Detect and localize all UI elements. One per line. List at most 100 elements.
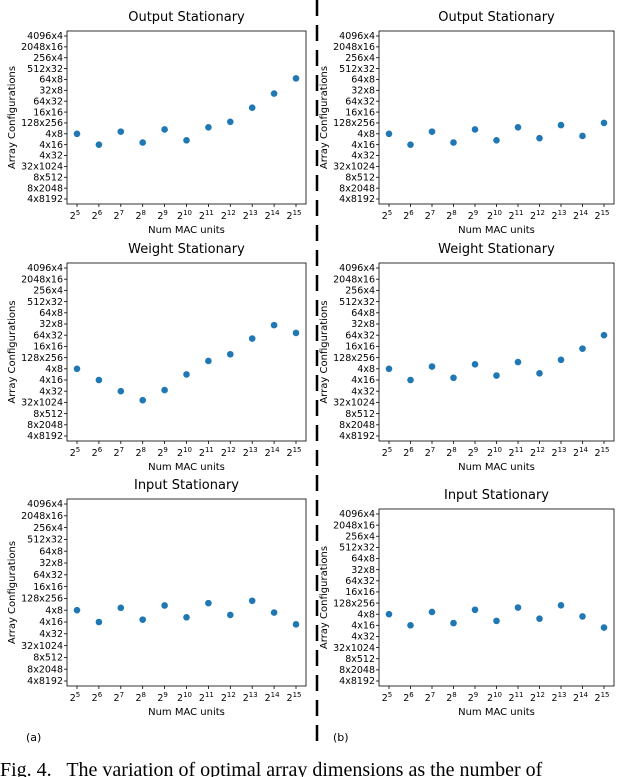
x-axis-label: Num MAC units xyxy=(148,225,225,236)
x-tick-label: 214 xyxy=(265,691,281,704)
data-point xyxy=(183,371,190,378)
y-tick-label: 16x16 xyxy=(33,582,63,593)
x-axis-label: Num MAC units xyxy=(458,707,535,718)
y-tick-label: 256x4 xyxy=(345,53,375,64)
x-tick-label: 27 xyxy=(114,209,125,222)
data-point xyxy=(514,123,522,131)
y-tick-label: 128x256 xyxy=(21,118,63,129)
data-point xyxy=(557,121,565,129)
y-tick-label: 64x8 xyxy=(351,554,375,565)
x-tick-label: 215 xyxy=(595,446,610,459)
data-point xyxy=(428,128,436,135)
x-tick-label: 26 xyxy=(92,691,103,704)
y-tick-label: 8x2048 xyxy=(27,664,63,675)
chart-title: Weight Stationary xyxy=(128,242,245,257)
data-point xyxy=(248,335,256,342)
x-tick-label: 210 xyxy=(487,209,502,222)
y-axis-label: Array Configurations xyxy=(7,300,18,403)
x-axis-label: Num MAC units xyxy=(148,462,225,473)
chart-b-0: Output Stationary 4x81928x20488x51232x102… xyxy=(319,10,615,236)
data-point xyxy=(161,126,168,133)
data-point xyxy=(385,130,393,138)
data-point xyxy=(292,75,300,82)
x-tick-label: 29 xyxy=(468,209,479,222)
y-tick-label: 16x16 xyxy=(33,107,63,118)
y-tick-label: 4x8 xyxy=(45,129,63,140)
data-point xyxy=(270,609,278,616)
y-tick-label: 8x2048 xyxy=(27,420,63,431)
y-tick-label: 8x512 xyxy=(33,653,63,664)
x-tick-label: 210 xyxy=(177,446,192,459)
y-tick-label: 4x8 xyxy=(45,605,63,616)
panel-label-b: (b) xyxy=(333,731,349,744)
y-axis-label: Array Configurations xyxy=(7,541,18,644)
y-tick-label: 256x4 xyxy=(33,523,63,534)
y-tick-label: 128x256 xyxy=(21,353,63,364)
data-point xyxy=(579,132,586,140)
x-tick-label: 215 xyxy=(595,691,610,704)
y-tick-label: 2048x16 xyxy=(333,274,375,285)
y-tick-label: 128x256 xyxy=(21,594,63,605)
chart-title: Weight Stationary xyxy=(438,242,555,257)
x-tick-label: 29 xyxy=(157,209,168,222)
y-tick-label: 64x8 xyxy=(351,75,375,86)
y-tick-label: 4x8 xyxy=(357,609,375,620)
data-point xyxy=(205,357,212,365)
y-tick-label: 32x8 xyxy=(39,558,63,569)
data-point xyxy=(557,601,565,609)
y-tick-label: 256x4 xyxy=(345,286,375,297)
x-axis-label: Num MAC units xyxy=(148,707,225,718)
data-point xyxy=(600,624,608,631)
data-point xyxy=(471,361,479,368)
y-tick-label: 4x8 xyxy=(357,129,375,140)
x-tick-label: 25 xyxy=(382,691,393,704)
y-tick-label: 8x2048 xyxy=(27,183,63,194)
x-tick-label: 211 xyxy=(509,209,524,222)
x-tick-label: 211 xyxy=(199,209,214,222)
data-point xyxy=(600,119,608,127)
y-tick-label: 8x512 xyxy=(345,409,375,420)
y-tick-label: 2048x16 xyxy=(333,42,375,53)
y-tick-label: 4x32 xyxy=(351,632,375,643)
chart-title: Input Stationary xyxy=(444,488,549,503)
x-tick-label: 26 xyxy=(403,446,414,459)
data-point xyxy=(95,376,103,384)
data-point xyxy=(139,616,146,623)
data-point xyxy=(161,602,168,609)
y-tick-label: 64x32 xyxy=(33,330,63,341)
x-tick-label: 29 xyxy=(468,446,479,459)
data-point xyxy=(493,137,500,144)
data-point xyxy=(292,621,300,628)
charts-layer: Output Stationary4x81928x20488x51232x102… xyxy=(7,10,615,718)
chart-a-2: Input Stationary 4x81928x20488x51232x1024… xyxy=(7,478,307,718)
x-tick-label: 213 xyxy=(243,446,258,459)
y-tick-label: 4x16 xyxy=(39,140,63,151)
x-tick-label: 27 xyxy=(425,209,436,222)
y-tick-label: 16x16 xyxy=(345,342,375,353)
data-point xyxy=(270,321,278,329)
y-tick-label: 128x256 xyxy=(333,598,375,609)
y-tick-label: 512x32 xyxy=(339,543,375,554)
x-tick-label: 214 xyxy=(573,209,589,222)
plot-frame xyxy=(378,508,615,687)
data-point xyxy=(205,123,212,131)
x-tick-label: 27 xyxy=(425,691,436,704)
y-tick-label: 4x16 xyxy=(39,375,63,386)
y-tick-label: 4096x4 xyxy=(339,263,375,274)
y-tick-label: 32x8 xyxy=(351,565,375,576)
y-tick-label: 4x32 xyxy=(39,386,63,397)
data-point xyxy=(407,622,414,629)
y-tick-label: 4x16 xyxy=(351,621,375,632)
x-tick-label: 28 xyxy=(135,209,146,222)
data-point xyxy=(471,606,479,614)
data-point xyxy=(139,139,146,146)
data-point xyxy=(73,365,81,373)
data-point xyxy=(292,329,300,337)
data-point xyxy=(536,134,543,142)
x-tick-label: 28 xyxy=(135,446,146,459)
y-tick-label: 64x32 xyxy=(345,330,375,341)
data-point xyxy=(536,615,543,622)
y-tick-label: 4x8 xyxy=(357,364,375,375)
data-point xyxy=(493,617,500,625)
y-tick-label: 32x8 xyxy=(351,86,375,97)
